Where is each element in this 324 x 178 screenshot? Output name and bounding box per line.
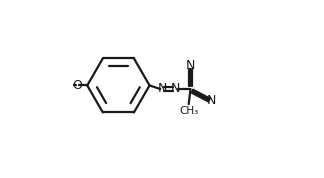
Text: N: N — [171, 82, 180, 96]
Text: O: O — [73, 79, 82, 92]
Text: N: N — [157, 82, 167, 96]
Text: CH₃: CH₃ — [179, 106, 198, 116]
Text: N: N — [186, 59, 195, 72]
Text: N: N — [207, 94, 216, 108]
